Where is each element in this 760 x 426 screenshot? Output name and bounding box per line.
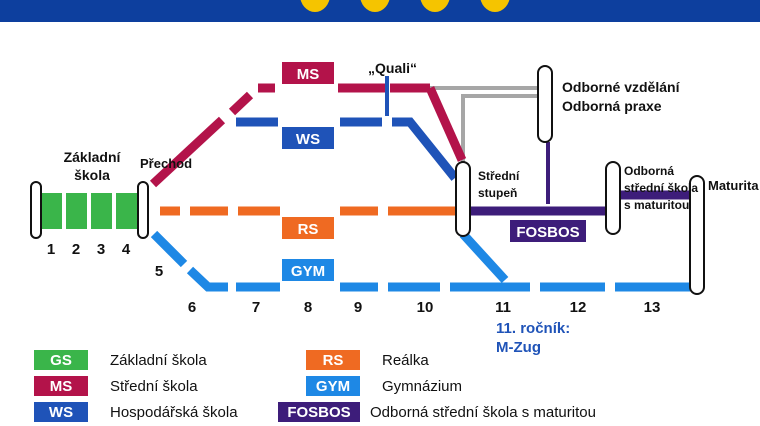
label-prechod: Přechod	[140, 156, 192, 171]
legend-item: GS Základní škola	[34, 350, 207, 370]
header-decoration	[420, 0, 450, 12]
grade-number: 3	[97, 241, 105, 258]
legend-text: Hospodářská škola	[110, 403, 238, 421]
badge-ws: WS	[296, 131, 320, 148]
grade-number: 2	[72, 241, 80, 258]
legend-item: MS Střední škola	[34, 376, 198, 396]
legend-text: Střední škola	[110, 377, 198, 395]
station-odborne	[537, 65, 553, 143]
legend-badge: FOSBOS	[278, 402, 360, 422]
ms-route	[149, 83, 467, 188]
header-decoration	[300, 0, 330, 12]
station-maturita	[689, 175, 705, 295]
legend-text: Odborná střední škola s maturitou	[370, 403, 596, 421]
legend-item: GYM Gymnázium	[306, 376, 462, 396]
label-rocnik-1: 11. ročník:	[496, 320, 570, 337]
header-decoration	[480, 0, 510, 12]
station-odborna-ss	[605, 161, 621, 235]
grade-number: 13	[644, 299, 661, 316]
label-odborna-ss-3: s maturitou	[624, 198, 689, 212]
label-odborna-ss-2: střední škola	[624, 181, 698, 195]
label-odborne-1: Odborné vzdělání	[562, 79, 681, 95]
grade-number: 8	[304, 299, 312, 316]
label-odborne-2: Odborná praxe	[562, 98, 662, 114]
station-stredni-stupen	[455, 161, 471, 237]
legend-item: RS Reálka	[306, 350, 429, 370]
badge-ms: MS	[297, 66, 320, 83]
grade-number: 10	[417, 299, 434, 316]
legend-item: FOSBOS Odborná střední škola s maturitou	[278, 402, 596, 422]
label-quali: „Quali“	[368, 60, 417, 76]
grade-number: 7	[252, 299, 260, 316]
legend-item: WS Hospodářská škola	[34, 402, 238, 422]
grade-number: 11	[495, 299, 511, 316]
ws-route	[236, 117, 459, 181]
fosbos-route	[470, 142, 692, 216]
station-start	[30, 181, 42, 239]
legend-badge: MS	[34, 376, 88, 396]
gs-grade-boxes	[41, 193, 137, 229]
header-decoration	[360, 0, 390, 12]
grade-number: 9	[354, 299, 362, 316]
gray-connector-lines	[400, 86, 538, 162]
station-labels: Základní škola Přechod „Quali“ Odborné v…	[64, 60, 760, 356]
stredni-to-gym-link	[459, 230, 509, 284]
station-prechod	[137, 181, 149, 239]
legend-badge: RS	[306, 350, 360, 370]
label-maturita: Maturita	[708, 178, 759, 193]
legend-badge: GYM	[306, 376, 360, 396]
badge-gym: GYM	[291, 263, 325, 280]
legend-text: Reálka	[382, 351, 429, 369]
grade-number: 5	[155, 263, 163, 280]
badge-fosbos: FOSBOS	[516, 224, 579, 241]
header-bar	[0, 0, 760, 22]
label-stredni-1: Střední	[478, 169, 520, 183]
label-stredni-2: stupeň	[478, 186, 517, 200]
grade-numbers: 1 2 3 4 5 6 7 8 9 10 11 12 13	[47, 241, 661, 316]
label-zakladni-2: škola	[74, 167, 110, 183]
legend-badge: WS	[34, 402, 88, 422]
stations	[30, 65, 705, 295]
badge-rs: RS	[298, 221, 319, 238]
label-zakladni-1: Základní	[64, 149, 122, 165]
label-rocnik-2: M-Zug	[496, 339, 541, 356]
legend-text: Gymnázium	[382, 377, 463, 395]
grade-number: 4	[122, 241, 131, 258]
route-badges: MS WS RS GYM FOSBOS	[282, 62, 586, 281]
legend-badge: GS	[34, 350, 88, 370]
grade-number: 1	[47, 241, 55, 258]
label-odborna-ss-1: Odborná	[624, 164, 674, 178]
gym-route	[150, 230, 690, 292]
grade-number: 12	[570, 299, 587, 316]
grade-number: 6	[188, 299, 196, 316]
legend-text: Základní škola	[110, 351, 207, 369]
